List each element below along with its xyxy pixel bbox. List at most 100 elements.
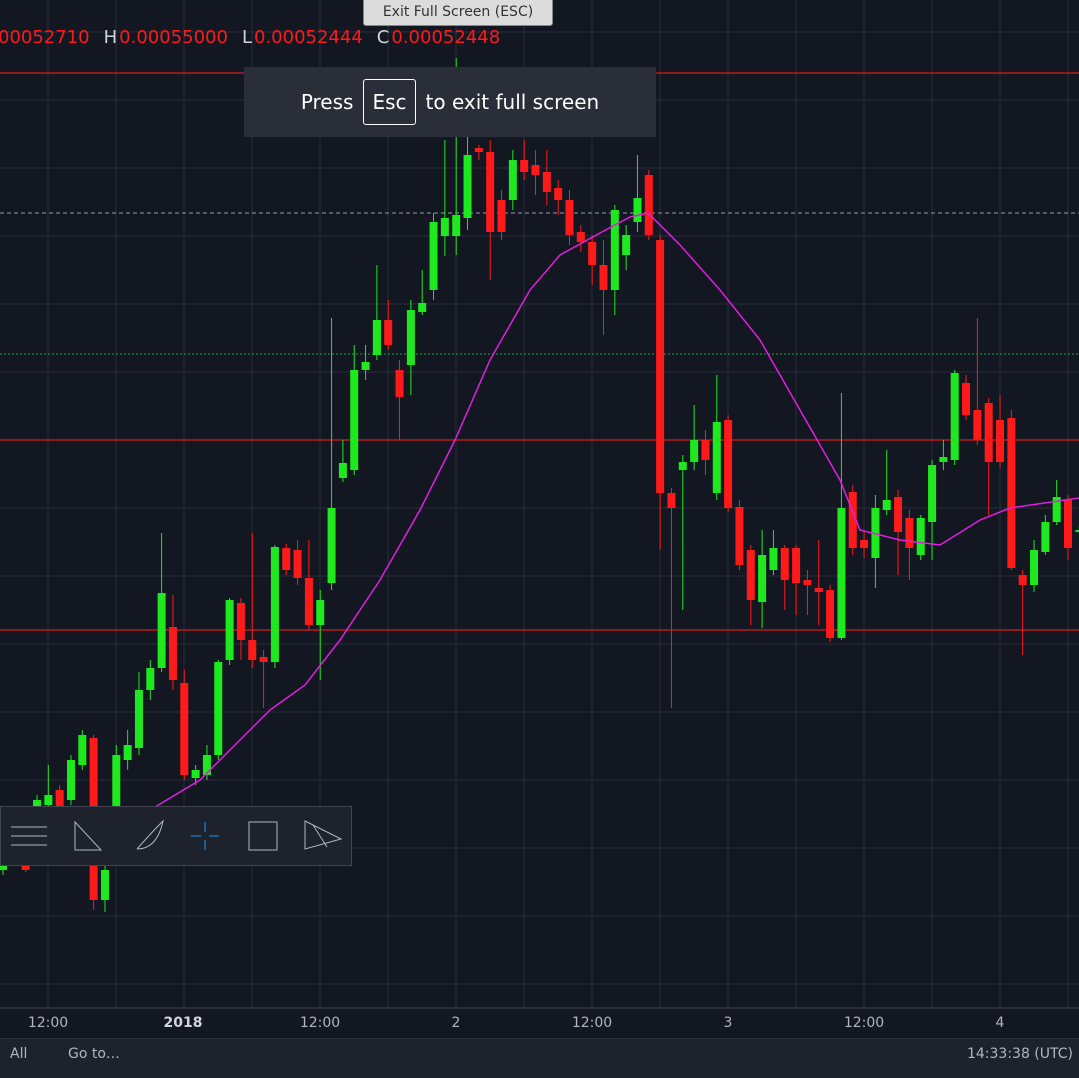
candle-body	[282, 548, 291, 570]
candle-body	[996, 420, 1005, 462]
close-value: 0.00052448	[391, 27, 501, 48]
goto-button[interactable]: Go to…	[68, 1046, 120, 1062]
candle-body	[123, 745, 132, 760]
candle-body	[610, 210, 619, 290]
candle-body	[520, 160, 529, 172]
candle-body	[656, 240, 665, 493]
candle-body	[44, 795, 53, 805]
candle-body	[848, 492, 857, 548]
candle-body	[1030, 550, 1039, 585]
candle-body	[497, 200, 506, 232]
triangle-tool[interactable]	[74, 820, 103, 851]
candle-body	[916, 518, 925, 555]
time-axis-label: 2	[451, 1015, 461, 1031]
candle-body	[1064, 500, 1073, 548]
candle-body	[769, 548, 778, 570]
open-value: 00052710	[0, 27, 90, 48]
candle-body	[928, 465, 937, 522]
candle-body	[1052, 497, 1061, 522]
candle-body	[384, 320, 393, 345]
notice-text: Press	[300, 90, 354, 114]
candle-body	[894, 497, 903, 532]
low-label: L	[241, 27, 252, 48]
candle-body	[712, 422, 721, 493]
menu-icon[interactable]	[11, 826, 47, 846]
candle-body	[202, 755, 211, 775]
candle-body	[350, 370, 359, 470]
candle-body	[882, 500, 891, 510]
candle-body	[338, 463, 347, 478]
candle-body	[667, 493, 676, 508]
time-axis-label: 3	[723, 1015, 733, 1031]
candle-body	[134, 690, 143, 748]
time-axis-label: 4	[995, 1015, 1005, 1031]
candle-body	[395, 370, 404, 397]
candle-body	[112, 755, 121, 830]
low-value: 0.00052444	[254, 27, 363, 48]
candle-body	[633, 198, 642, 222]
ohlc-readout: 00052710 H 0.00055000 L 0.00052444 C 0.0005244…	[0, 27, 500, 48]
candle-body	[304, 578, 313, 625]
candle-body	[406, 310, 415, 365]
candle-body	[735, 507, 744, 565]
candle-body	[905, 518, 914, 548]
candle-body	[950, 373, 959, 460]
candle-body	[248, 640, 257, 660]
high-label: H	[103, 27, 118, 48]
time-axis-label: 12:00	[299, 1015, 341, 1031]
candle-body	[486, 152, 495, 232]
crosshair-tool[interactable]	[191, 822, 219, 850]
candle-body	[157, 593, 166, 668]
candle-body	[259, 657, 268, 662]
candle-body	[576, 232, 585, 242]
candle-body	[1075, 530, 1079, 532]
candle-body	[100, 870, 109, 900]
footer-bar: All Go to… 14:33:38 (UTC)	[0, 1038, 1079, 1078]
curve-tool[interactable]	[136, 819, 164, 850]
candle-body	[565, 200, 574, 235]
candle-body	[327, 508, 336, 583]
pattern-tool[interactable]	[304, 820, 343, 850]
candle-body	[837, 508, 846, 638]
candle-body	[531, 165, 540, 175]
exit-fullscreen-button[interactable]: Exit Full Screen (ESC)	[363, 0, 553, 26]
candle-body	[361, 362, 370, 370]
high-value: 0.00055000	[119, 27, 228, 48]
candle-body	[599, 265, 608, 290]
candle-body	[644, 175, 653, 235]
candle-body	[270, 547, 279, 662]
candle-body	[168, 627, 177, 680]
esc-key: Esc	[363, 79, 416, 125]
close-label: C	[376, 27, 390, 48]
drawing-toolbar	[0, 806, 352, 866]
candle-body	[746, 550, 755, 600]
candle-body	[939, 457, 948, 462]
toolbar-icons	[11, 819, 343, 851]
candle-body	[860, 540, 869, 548]
candle-body	[826, 590, 835, 638]
candle-body	[588, 242, 597, 265]
candle-body	[236, 603, 245, 640]
candle-body	[871, 508, 880, 558]
fullscreen-notice: Press Esc to exit full screen	[244, 67, 656, 137]
moving-average	[149, 212, 1079, 811]
candle-body	[962, 383, 971, 415]
time-axis-label: 12:00	[27, 1015, 69, 1031]
candle-body	[66, 760, 75, 800]
candle-body	[440, 218, 449, 236]
candle-body	[474, 148, 483, 152]
price-chart	[0, 0, 1079, 1009]
candle-body	[429, 222, 438, 290]
candle-body	[180, 683, 189, 775]
candle-body	[418, 303, 427, 312]
rect-tool[interactable]	[248, 821, 278, 851]
candle-body	[792, 548, 801, 583]
time-axis-label: 2018	[163, 1015, 203, 1031]
candle-body	[225, 600, 234, 660]
candle-body	[146, 668, 155, 690]
range-button[interactable]: All	[10, 1046, 28, 1062]
time-axis-label: 12:00	[843, 1015, 885, 1031]
candle-body	[316, 600, 325, 625]
candle-body	[214, 662, 223, 755]
time-axis-label: 12:00	[571, 1015, 613, 1031]
